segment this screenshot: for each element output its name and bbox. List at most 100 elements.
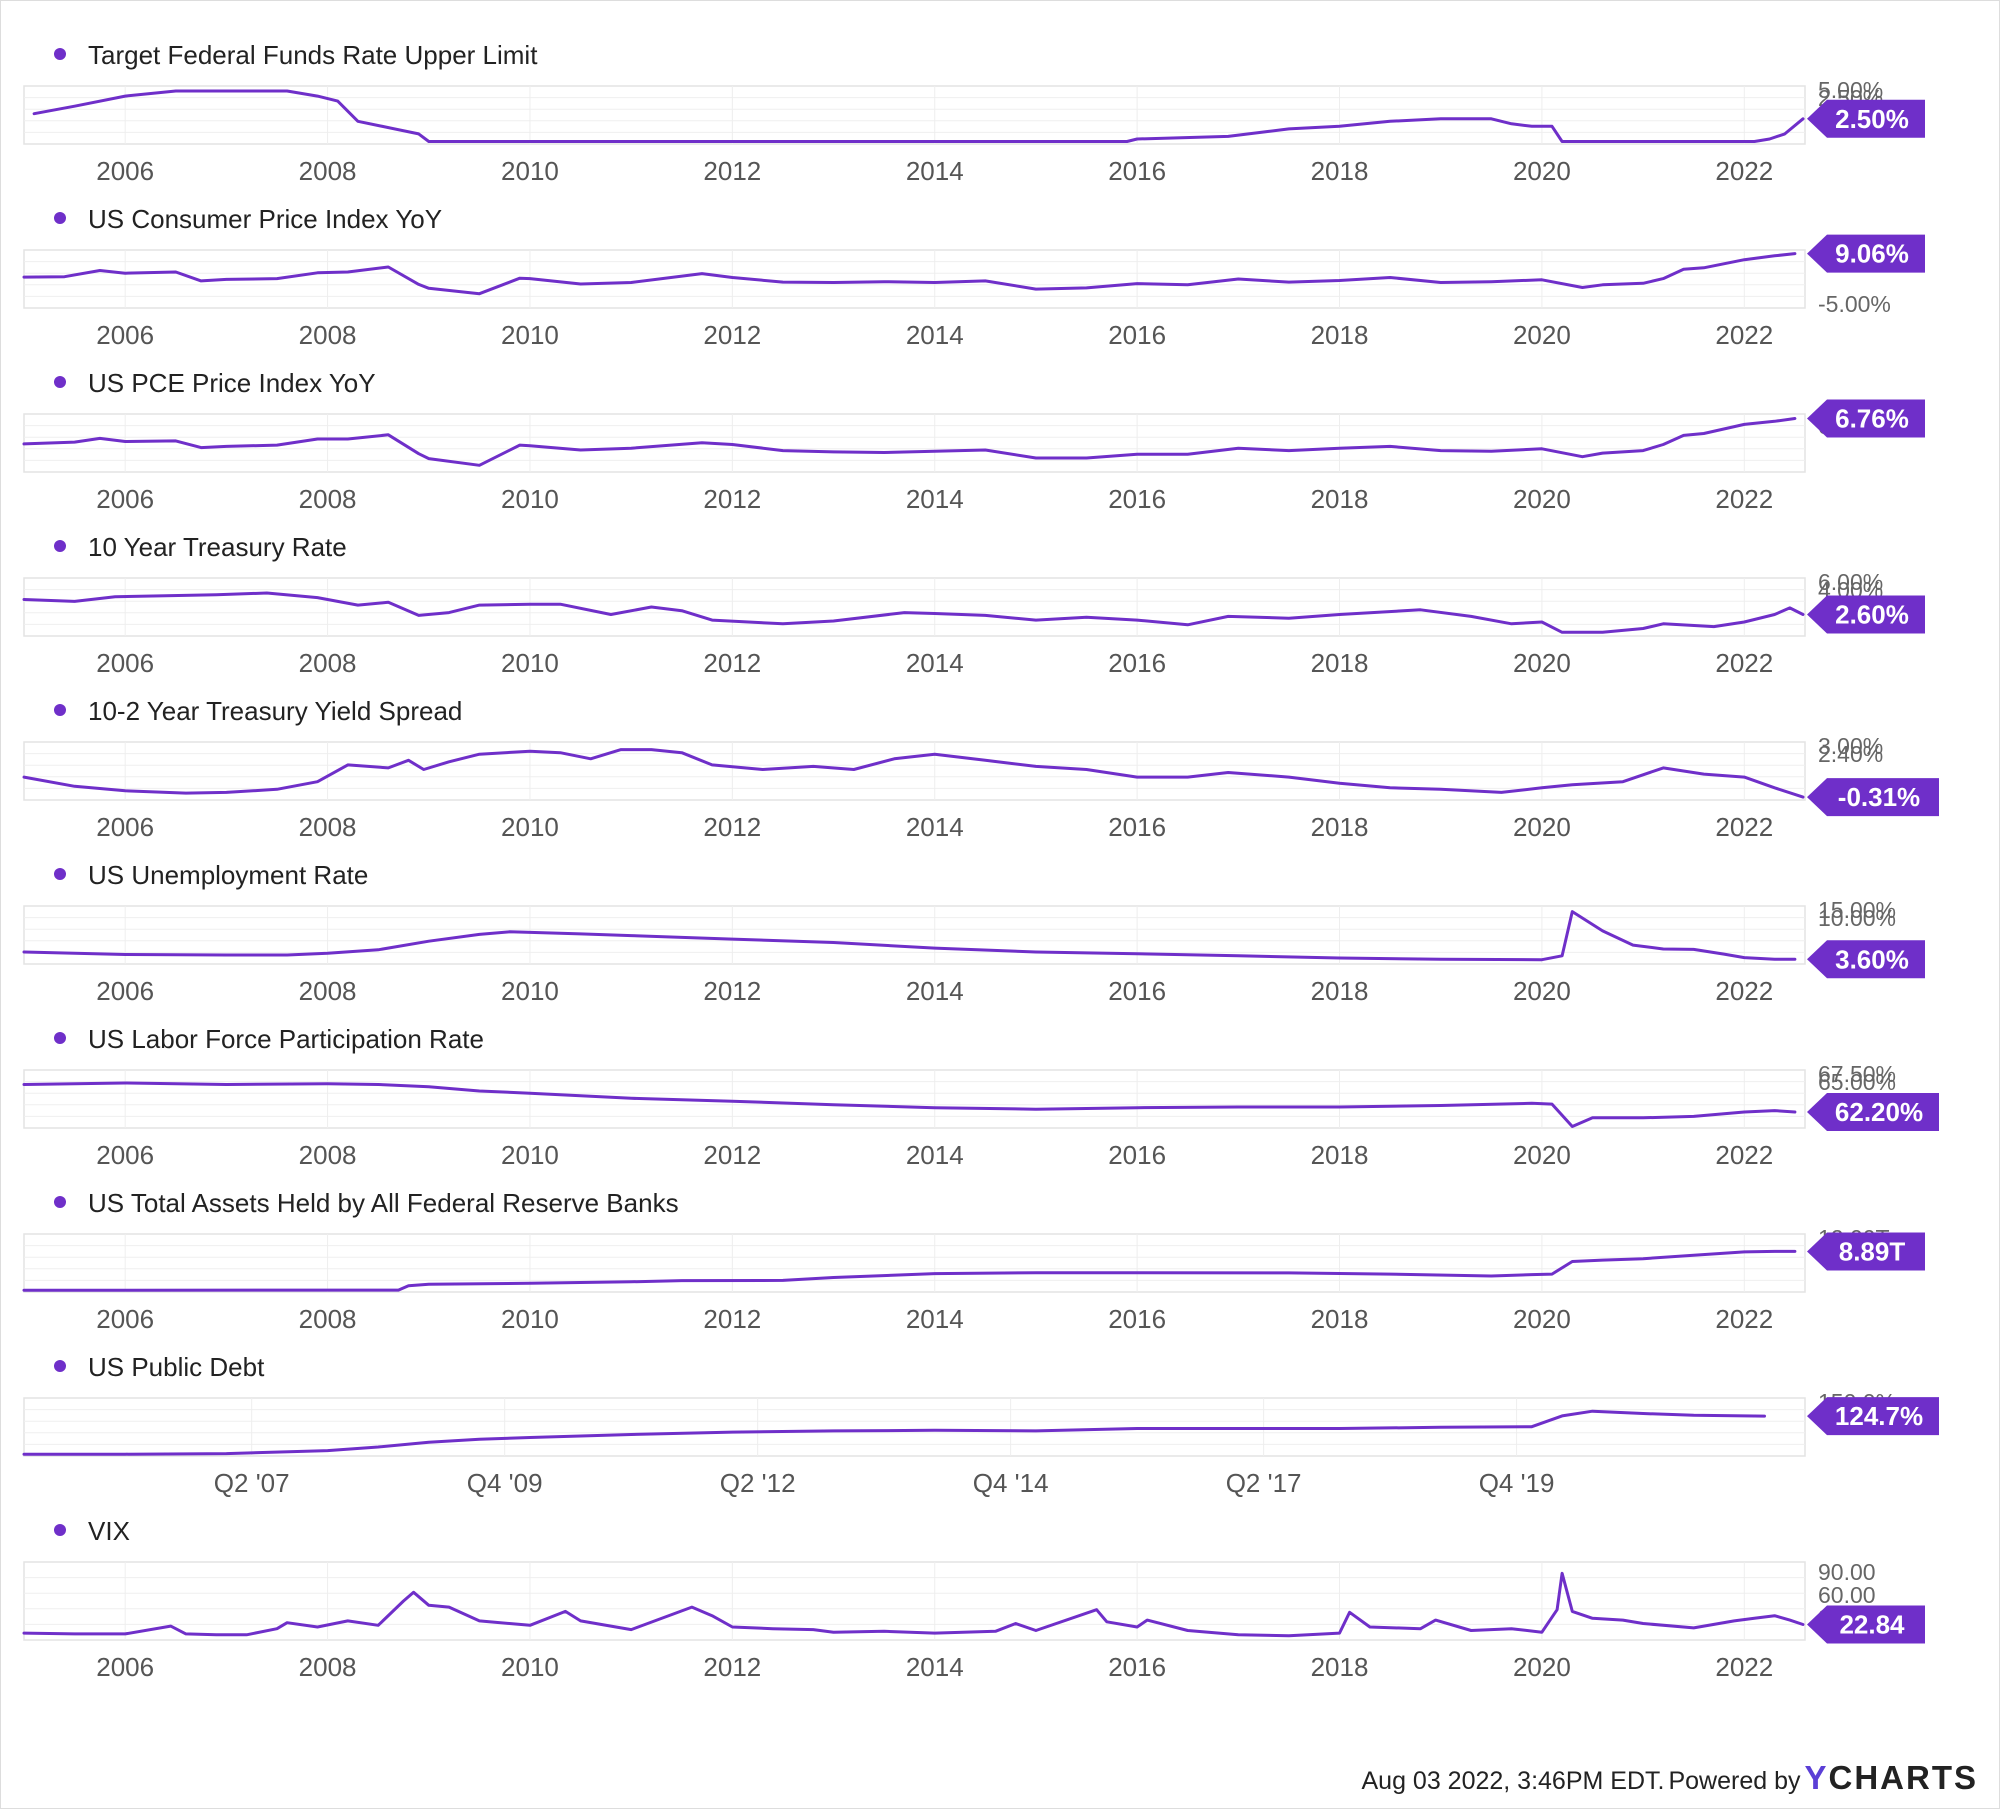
current-value-label: 6.76% [1835, 404, 1909, 434]
chart-title: US Unemployment Rate [88, 860, 368, 890]
x-tick-label: 2008 [299, 484, 357, 514]
x-tick-label: 2016 [1108, 812, 1166, 842]
x-tick-label: 2006 [96, 648, 154, 678]
plot-area [23, 85, 1806, 145]
y-tick-label: 3.00% [1818, 733, 1883, 759]
x-tick-label: 2012 [703, 1652, 761, 1682]
x-tick-label: 2022 [1715, 1652, 1773, 1682]
x-tick-label: 2022 [1715, 484, 1773, 514]
x-tick-label: 2008 [299, 156, 357, 186]
x-tick-label: 2014 [906, 812, 964, 842]
series-line [22, 252, 1797, 296]
current-value-label: -0.31% [1838, 782, 1920, 812]
plot-area [23, 249, 1806, 309]
current-value-badge [1807, 1093, 1939, 1132]
y-tick-label: 15.00% [1818, 897, 1896, 923]
x-tick-label: 2010 [501, 1652, 559, 1682]
y-tick-label: 10.00% [1818, 905, 1896, 931]
x-tick-label: 2018 [1311, 812, 1369, 842]
x-tick-label: 2008 [299, 648, 357, 678]
current-value-badge [1807, 1397, 1939, 1436]
chart-panel-9: US Public Debt Q2 '07 Q4 '09 Q2 '12 Q4 '14 Q2… [22, 1352, 1939, 1498]
y-tick-label: 6.00% [1818, 569, 1883, 595]
x-tick-label: 2010 [501, 484, 559, 514]
plot-area [23, 1233, 1806, 1293]
current-value-badge [1807, 1605, 1925, 1644]
x-tick-label: 2018 [1311, 320, 1369, 350]
chart-title: US Labor Force Participation Rate [88, 1024, 484, 1054]
chart-panel-1: Target Federal Funds Rate Upper Limit 200… [23, 40, 1925, 186]
x-tick-label: 2018 [1311, 1304, 1369, 1334]
series-line [22, 910, 1797, 962]
x-tick-label: 2012 [703, 1304, 761, 1334]
x-tick-label: 2016 [1108, 156, 1166, 186]
x-tick-label: 2014 [906, 484, 964, 514]
x-tick-label: 2020 [1513, 1140, 1571, 1170]
x-tick-label: 2014 [906, 320, 964, 350]
x-tick-label: 2014 [906, 976, 964, 1006]
x-tick-label: 2022 [1715, 1140, 1773, 1170]
chart-panel-7: US Labor Force Participation Rate 2006 200… [22, 1024, 1939, 1170]
x-tick-label: 2008 [299, 812, 357, 842]
x-tick-label: 2016 [1108, 1140, 1166, 1170]
x-tick-label: 2010 [501, 812, 559, 842]
x-tick-label: 2020 [1513, 812, 1571, 842]
x-tick-label: 2022 [1715, 1304, 1773, 1334]
current-value-badge [1807, 940, 1925, 979]
current-value-badge [1807, 1232, 1925, 1271]
x-tick-label: 2014 [906, 1140, 964, 1170]
plot-area [23, 1069, 1806, 1129]
x-tick-label: 2010 [501, 156, 559, 186]
x-tick-label: 2012 [703, 1140, 761, 1170]
series-line [22, 417, 1797, 467]
x-tick-label: 2016 [1108, 648, 1166, 678]
x-tick-label: 2016 [1108, 976, 1166, 1006]
x-tick-label: 2022 [1715, 156, 1773, 186]
ycharts-logo[interactable]: YCHARTS [1804, 1759, 1978, 1797]
plot-area [23, 741, 1806, 801]
x-tick-label: 2006 [96, 1304, 154, 1334]
legend-dot [54, 868, 66, 880]
x-tick-label: Q2 '07 [214, 1468, 290, 1498]
x-tick-label: 2008 [299, 320, 357, 350]
current-value-label: 8.89T [1839, 1236, 1906, 1266]
x-tick-label: 2022 [1715, 812, 1773, 842]
x-tick-label: 2014 [906, 648, 964, 678]
x-tick-label: 2008 [299, 1304, 357, 1334]
chart-panel-8: US Total Assets Held by All Federal Rese… [22, 1188, 1925, 1334]
series-line [22, 748, 1805, 799]
chart-panel-10: VIX 2006 2008 2010 2012 2014 2016 2018 2020 2022 9… [22, 1516, 1925, 1682]
x-tick-label: 2014 [906, 156, 964, 186]
x-tick-label: 2014 [906, 1652, 964, 1682]
x-tick-label: 2008 [299, 1140, 357, 1170]
x-tick-label: 2018 [1311, 648, 1369, 678]
current-value-label: 2.60% [1835, 599, 1909, 629]
x-tick-label: 2016 [1108, 1304, 1166, 1334]
x-tick-label: 2018 [1311, 484, 1369, 514]
x-tick-label: 2006 [96, 1652, 154, 1682]
series-line [32, 89, 1805, 143]
chart-title: US PCE Price Index YoY [88, 368, 376, 398]
x-tick-label: 2020 [1513, 320, 1571, 350]
x-tick-label: 2008 [299, 976, 357, 1006]
legend-dot [54, 376, 66, 388]
y-tick-label: 2.40% [1818, 741, 1883, 767]
x-tick-label: 2016 [1108, 1652, 1166, 1682]
legend-dot [54, 1196, 66, 1208]
series-line [22, 1081, 1797, 1128]
x-tick-label: 2012 [703, 648, 761, 678]
x-tick-label: 2020 [1513, 648, 1571, 678]
chart-title: US Public Debt [88, 1352, 265, 1382]
legend-dot [54, 48, 66, 60]
x-tick-label: 2012 [703, 976, 761, 1006]
footer: Aug 03 2022, 3:46PM EDT. Powered by YCHA… [1361, 1759, 1978, 1797]
current-value-badge [1807, 778, 1939, 817]
x-tick-label: 2022 [1715, 648, 1773, 678]
plot-area [23, 1561, 1806, 1641]
x-tick-label: 2010 [501, 320, 559, 350]
chart-panel-2: US Consumer Price Index YoY 2006 2008 2010 2… [22, 204, 1925, 350]
chart-panel-4: 10 Year Treasury Rate 2006 2008 2010 2012 201… [22, 532, 1925, 678]
current-value-label: 3.60% [1835, 944, 1909, 974]
x-tick-label: 2022 [1715, 320, 1773, 350]
chart-title: Target Federal Funds Rate Upper Limit [88, 40, 538, 70]
